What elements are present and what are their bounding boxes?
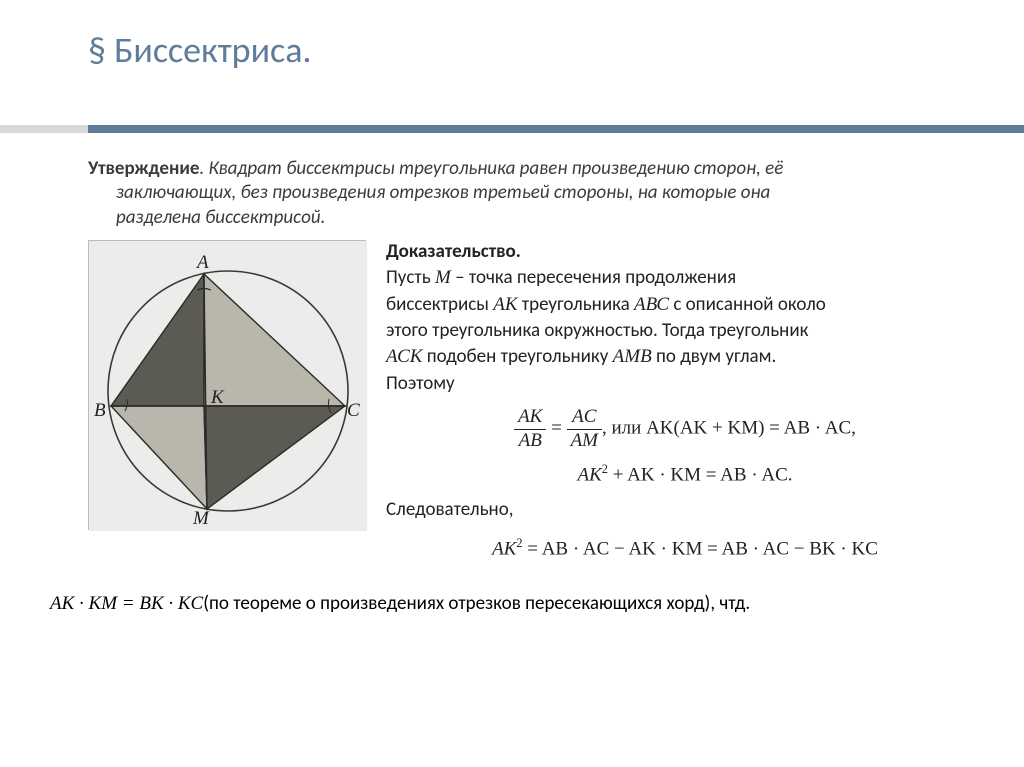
divider bbox=[0, 125, 1024, 135]
proof-line1: Пусть М – точка пересечения продолжения bbox=[386, 266, 984, 290]
geometry-diagram bbox=[89, 241, 367, 531]
proof-line4: АСК подобен треугольнику АМВ по двум угл… bbox=[386, 345, 984, 369]
divider-accent-gray bbox=[0, 125, 88, 133]
statement-line1: . Квадрат биссектрисы треугольника равен… bbox=[199, 157, 783, 180]
statement-line3: разделена биссектрисой. bbox=[88, 206, 325, 230]
slide-title: § Биссектриса. bbox=[88, 28, 1024, 72]
proof-line5: Поэтому bbox=[386, 372, 984, 396]
label-B: B bbox=[94, 399, 106, 423]
chord-theorem-line: AK · KM = BK · KC(по теореме о произведе… bbox=[0, 572, 1024, 615]
main-row: A B C K M Доказательство. Пусть М – точк… bbox=[88, 240, 984, 572]
divider-accent-blue bbox=[88, 125, 1024, 133]
therefore: Следовательно, bbox=[386, 498, 984, 522]
statement-line2: заключающих, без произведения отрезков т… bbox=[88, 181, 770, 205]
statement-label: Утверждение bbox=[88, 157, 199, 180]
formula-3: AK2 = AB · AC − AK · KM = AB · AC − BK ·… bbox=[386, 536, 984, 562]
label-C: C bbox=[347, 399, 360, 423]
frac-2: AC AM bbox=[567, 406, 602, 453]
frac-1: AK AB bbox=[514, 406, 546, 453]
proof-line2: биссектрисы АК треугольника АВС с описан… bbox=[386, 293, 984, 317]
label-A: A bbox=[197, 251, 209, 275]
formula-2: AK2 + AK · KM = AB · AC. bbox=[386, 462, 984, 488]
content-area: Утверждение. Квадрат биссектрисы треугол… bbox=[0, 135, 1024, 572]
figure-wrapper: A B C K M bbox=[88, 240, 368, 530]
proof-line3: этого треугольника окружностью. Тогда тр… bbox=[386, 319, 984, 343]
proof-column: Доказательство. Пусть М – точка пересече… bbox=[386, 240, 984, 572]
label-K: K bbox=[211, 386, 224, 410]
proof-heading: Доказательство. bbox=[386, 240, 984, 264]
figure-box: A B C K M bbox=[88, 240, 366, 530]
slide-title-bar: § Биссектриса. bbox=[0, 0, 1024, 125]
theorem-statement: Утверждение. Квадрат биссектрисы треугол… bbox=[88, 157, 984, 230]
label-M: M bbox=[193, 507, 209, 531]
formula-1: AK AB = AC AM , или AK(AK + KM) = AB · A… bbox=[386, 406, 984, 453]
